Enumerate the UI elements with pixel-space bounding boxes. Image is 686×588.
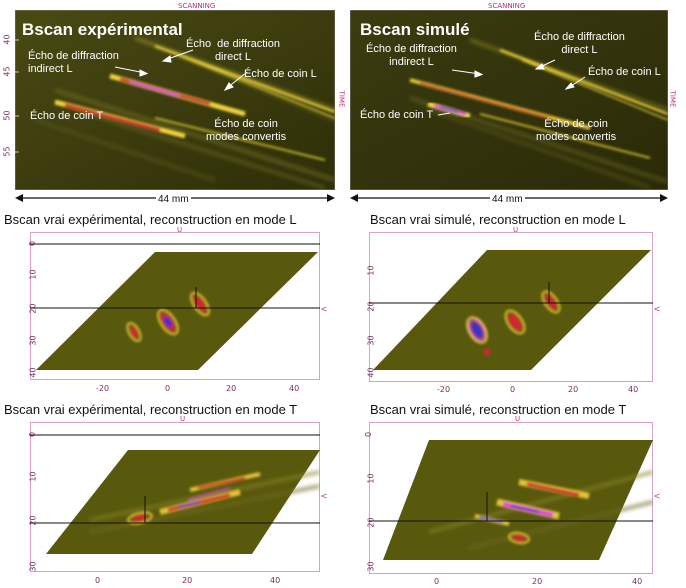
diffraction-direct-echo-exp [154,44,335,119]
diffraction-indirect-echo-sim [409,78,591,130]
ytick-sim-L-0: 10 [366,265,376,276]
axis-v-sim-L: V [652,306,661,312]
mode-converted-echo-exp [154,117,326,161]
annotation-modes-exp: Écho de coin modes convertis [206,118,287,143]
diffraction-direct-echo-sim [499,48,668,121]
xtick-exp-T-2: 40 [270,576,281,585]
ytick-exp-L-3: 30 [28,335,38,346]
ytick-sim-L-1: 20 [366,301,376,312]
ytick-exp-T-2: 20 [28,515,38,526]
recon-plane [36,252,318,370]
ytick-sim-T-1: 10 [366,473,376,484]
ytick-exp-L-0: 0 [28,240,38,247]
xtick-exp-L-3: 40 [289,384,300,393]
xtick-sim-T-1: 20 [532,577,543,586]
recon-title-exp-L: Bscan vrai expérimental, reconstruction … [4,212,297,227]
ytick-exp-L-2: 20 [28,303,38,314]
annotation-direct-exp: Écho de diffraction direct L [186,38,280,63]
ytick-sim-T-0: 0 [364,431,374,438]
annotation-coinT-exp: Écho de coin T [30,110,104,122]
xtick-exp-L-0: -20 [96,384,110,393]
recon-title-exp-T: Bscan vrai expérimental, reconstruction … [4,402,298,417]
width-label-exp: 44 mm [156,194,191,205]
recon-sim-L [369,232,653,382]
xtick-exp-L-1: 0 [165,384,171,393]
ytick-sim-L-3: 40 [366,367,376,378]
recon-plane [383,440,653,560]
width-label-sim: 44 mm [490,194,525,205]
tick-exp-45: 45 [2,66,12,77]
annotation-coinT-sim: Écho de coin T [360,109,434,121]
ytick-exp-L-4: 40 [28,367,38,378]
time-label-exp: TIME [337,90,346,108]
diffraction-indirect-echo-exp [109,73,246,117]
axis-v-sim-T: V [652,493,661,499]
xtick-sim-T-0: 0 [434,577,440,586]
annotation-coinL-exp: Écho de coin L [244,68,317,80]
ytick-exp-T-0: 0 [28,431,38,438]
axis-u-exp-L: U [177,226,183,234]
annotation-modes-sim: Écho de coin modes convertis [536,118,617,143]
tick-exp-40: 40 [2,34,12,45]
corner-echo-T-exp [54,99,186,139]
ytick-sim-T-2: 20 [366,517,376,528]
bscan-simulated [350,10,668,190]
recon-sim-T [369,422,653,574]
xtick-sim-L-0: -20 [437,385,451,394]
ytick-sim-L-2: 30 [366,335,376,346]
xtick-sim-L-3: 40 [628,385,639,394]
recon-exp-T [30,422,320,572]
ytick-exp-T-3: 30 [28,561,38,572]
time-label-sim: TIME [668,90,677,108]
annotation-coinL-sim: Écho de coin L [588,66,661,78]
ytick-exp-L-1: 10 [28,269,38,280]
xtick-sim-L-1: 0 [510,385,516,394]
bscan-title-sim: Bscan simulé [360,20,470,39]
axis-u-exp-T: U [180,415,186,423]
annotation-direct-sim: Écho de diffraction direct L [534,31,625,56]
axis-u-sim-T: U [515,415,521,423]
axis-v-exp-L: V [319,306,328,312]
scanning-label-sim: SCANNING [488,2,526,10]
axis-v-exp-T: V [319,493,328,499]
corner-echo-T-sim [427,101,471,119]
xtick-sim-L-2: 20 [568,385,579,394]
ytick-exp-T-1: 10 [28,471,38,482]
xtick-sim-T-2: 40 [632,577,643,586]
tick-exp-50: 50 [2,110,12,121]
bscan-title-exp: Bscan expérimental [22,20,183,39]
xtick-exp-T-1: 20 [182,576,193,585]
axis-u-sim-L: U [513,226,519,234]
tick-exp-55: 55 [2,146,12,157]
recon-exp-L [30,232,320,380]
ytick-sim-T-3: 30 [366,561,376,572]
mode-converted-echo-sim [479,113,651,159]
scanning-label-exp: SCANNING [178,2,216,10]
recon-title-sim-T: Bscan vrai simulé, reconstruction en mod… [370,402,627,417]
recon-title-sim-L: Bscan vrai simulé, reconstruction en mod… [370,212,626,227]
annotation-indirect-exp: Écho de diffraction indirect L [28,50,119,75]
xtick-exp-T-0: 0 [95,576,101,585]
bscan-experimental [15,10,335,190]
xtick-exp-L-2: 20 [226,384,237,393]
annotation-indirect-sim: Écho de diffraction indirect L [366,43,457,68]
